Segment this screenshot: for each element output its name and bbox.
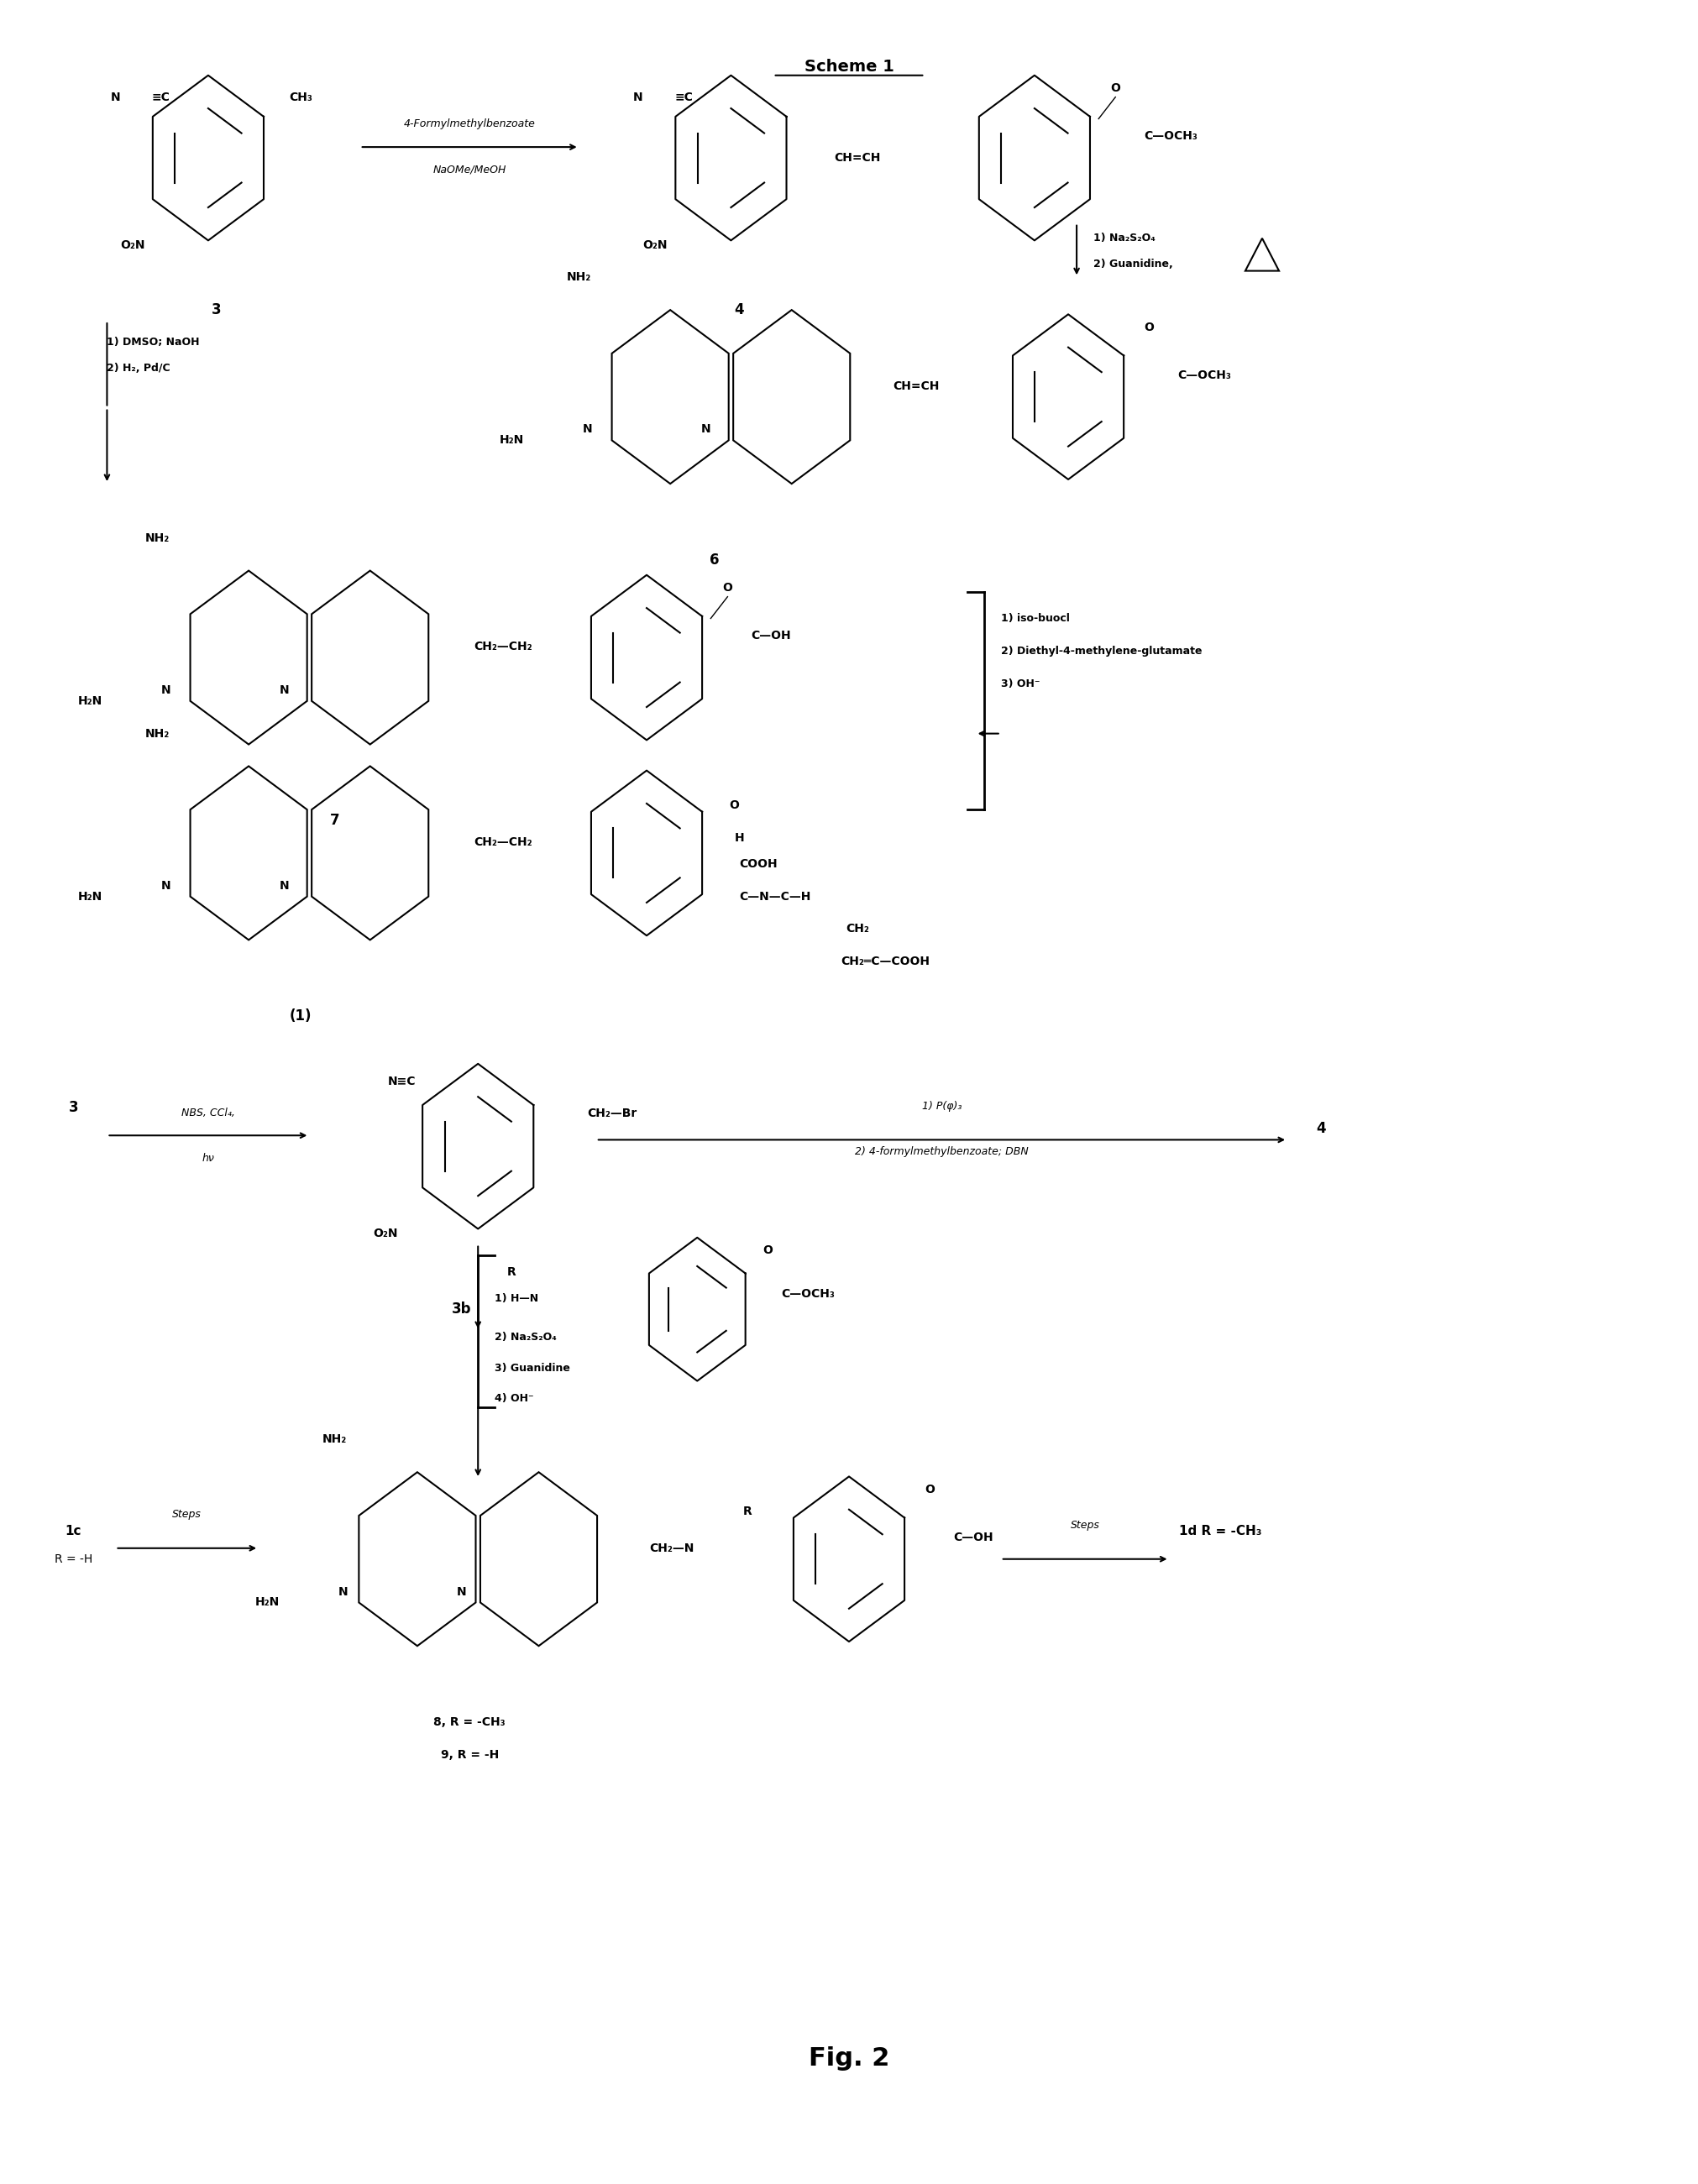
Text: C—OH: C—OH — [751, 629, 791, 642]
Text: N: N — [457, 1586, 465, 1597]
Text: Fig. 2: Fig. 2 — [808, 2046, 890, 2070]
Text: 1d R = -CH₃: 1d R = -CH₃ — [1178, 1524, 1262, 1538]
Text: 2) Guanidine,: 2) Guanidine, — [1094, 260, 1173, 271]
Text: O₂N: O₂N — [374, 1227, 397, 1238]
Text: H₂N: H₂N — [255, 1597, 280, 1607]
Text: 1) iso-buocl: 1) iso-buocl — [1000, 614, 1070, 625]
Text: N: N — [161, 684, 171, 697]
Text: 2) H₂, Pd/C: 2) H₂, Pd/C — [107, 363, 170, 373]
Text: 2) Diethyl-4-methylene-glutamate: 2) Diethyl-4-methylene-glutamate — [1000, 646, 1202, 657]
Text: R: R — [508, 1267, 516, 1278]
Text: C—OCH₃: C—OCH₃ — [1178, 369, 1231, 380]
Text: H₂N: H₂N — [499, 435, 525, 446]
Text: R: R — [744, 1505, 752, 1518]
Text: NaOMe/MeOH: NaOMe/MeOH — [433, 164, 506, 175]
Text: N: N — [633, 92, 644, 103]
Text: CH=CH: CH=CH — [893, 380, 939, 391]
Text: 2) 4-formylmethylbenzoate; DBN: 2) 4-formylmethylbenzoate; DBN — [854, 1147, 1029, 1158]
Text: CH₂—N: CH₂—N — [650, 1542, 694, 1555]
Text: CH₃: CH₃ — [289, 92, 312, 103]
Text: 2) Na₂S₂O₄: 2) Na₂S₂O₄ — [494, 1332, 557, 1343]
Text: NH₂: NH₂ — [567, 271, 591, 284]
Text: H₂N: H₂N — [78, 891, 102, 902]
Text: N: N — [278, 684, 289, 697]
Text: NH₂: NH₂ — [146, 727, 170, 740]
Text: N: N — [701, 424, 710, 435]
Text: ≡C: ≡C — [151, 92, 170, 103]
Text: N: N — [278, 880, 289, 891]
Text: O: O — [730, 799, 739, 810]
Text: 1) Na₂S₂O₄: 1) Na₂S₂O₄ — [1094, 234, 1155, 245]
Text: COOH: COOH — [739, 858, 778, 869]
Text: Steps: Steps — [1070, 1520, 1100, 1531]
Text: 4: 4 — [1316, 1120, 1326, 1136]
Text: CH₂: CH₂ — [846, 924, 869, 935]
Text: 4-Formylmethylbenzoate: 4-Formylmethylbenzoate — [404, 118, 535, 129]
Text: C—N—C—H: C—N—C—H — [739, 891, 812, 902]
Text: H: H — [735, 832, 744, 843]
Text: 3b: 3b — [452, 1302, 470, 1317]
Text: 4) OH⁻: 4) OH⁻ — [494, 1393, 535, 1404]
Text: O: O — [762, 1245, 773, 1256]
Text: O: O — [1144, 321, 1155, 334]
Text: 7: 7 — [329, 812, 340, 828]
Text: hν: hν — [202, 1153, 214, 1164]
Text: 1) H—N: 1) H—N — [494, 1293, 538, 1304]
Text: (1): (1) — [290, 1009, 312, 1024]
Text: CH₂—CH₂: CH₂—CH₂ — [474, 836, 533, 847]
Text: 1) P(φ)₃: 1) P(φ)₃ — [922, 1101, 961, 1112]
Text: O₂N: O₂N — [642, 238, 667, 251]
Text: N: N — [582, 424, 593, 435]
Text: 4: 4 — [735, 301, 744, 317]
Text: CH₂═C—COOH: CH₂═C—COOH — [841, 957, 929, 968]
Text: CH₂—CH₂: CH₂—CH₂ — [474, 640, 533, 653]
Text: 3: 3 — [212, 301, 221, 317]
Text: NH₂: NH₂ — [323, 1433, 346, 1446]
Text: 8, R = -CH₃: 8, R = -CH₃ — [433, 1717, 506, 1728]
Text: O: O — [1110, 83, 1121, 94]
Text: C—OCH₃: C—OCH₃ — [781, 1289, 835, 1299]
Text: NBS, CCl₄,: NBS, CCl₄, — [182, 1107, 234, 1118]
Text: C—OH: C—OH — [954, 1531, 993, 1544]
Text: 1c: 1c — [65, 1524, 82, 1538]
Text: 1) DMSO; NaOH: 1) DMSO; NaOH — [107, 336, 200, 347]
Text: 3) Guanidine: 3) Guanidine — [494, 1363, 571, 1374]
Text: NH₂: NH₂ — [146, 533, 170, 544]
Text: Steps: Steps — [173, 1509, 202, 1520]
Text: Scheme 1: Scheme 1 — [805, 59, 893, 74]
Text: 3) OH⁻: 3) OH⁻ — [1000, 679, 1039, 690]
Text: R = -H: R = -H — [54, 1553, 92, 1566]
Text: O: O — [723, 583, 732, 594]
Text: 3: 3 — [68, 1101, 78, 1114]
Text: N: N — [338, 1586, 348, 1597]
Text: H₂N: H₂N — [78, 695, 102, 708]
Text: N: N — [161, 880, 171, 891]
Text: N≡C: N≡C — [389, 1075, 416, 1088]
Text: O₂N: O₂N — [121, 238, 144, 251]
Text: O: O — [925, 1483, 936, 1496]
Text: CH₂—Br: CH₂—Br — [588, 1107, 637, 1120]
Text: ≡C: ≡C — [674, 92, 693, 103]
Text: N: N — [110, 92, 121, 103]
Text: C—OCH₃: C—OCH₃ — [1144, 131, 1197, 142]
Text: 6: 6 — [710, 553, 718, 568]
Text: 9, R = -H: 9, R = -H — [440, 1749, 499, 1760]
Text: CH=CH: CH=CH — [834, 153, 881, 164]
